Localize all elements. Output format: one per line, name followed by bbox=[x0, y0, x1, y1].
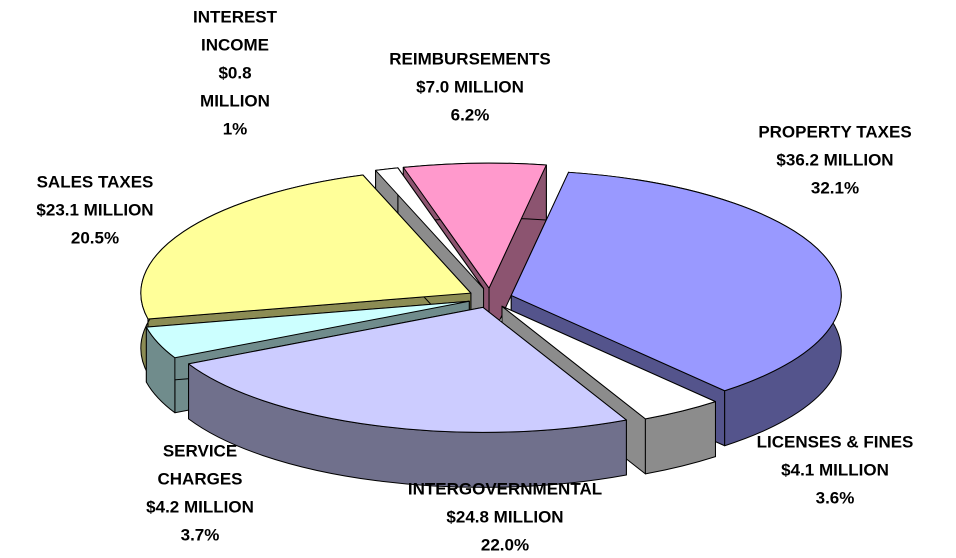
value-label: 20.5% bbox=[71, 228, 119, 247]
amount-label: MILLION bbox=[200, 91, 270, 110]
slice bbox=[188, 306, 627, 433]
slice bbox=[145, 300, 470, 359]
category-label: REIMBURSEMENTS bbox=[389, 49, 551, 68]
category-label: SALES TAXES bbox=[37, 172, 154, 191]
category-label: INTERGOVERNMENTAL bbox=[408, 479, 602, 498]
value-label: 22.0% bbox=[481, 535, 529, 554]
amount-label: $0.8 bbox=[218, 63, 251, 82]
slice bbox=[188, 306, 627, 488]
value-label: 32.1% bbox=[811, 178, 859, 197]
value-label: 6.2% bbox=[451, 105, 490, 124]
amount-label: $23.1 MILLION bbox=[36, 200, 153, 219]
category-label: CHARGES bbox=[157, 469, 242, 488]
slice bbox=[375, 167, 485, 290]
amount-label: $4.1 MILLION bbox=[781, 460, 889, 479]
value-label: 1% bbox=[223, 119, 248, 138]
amount-label: $24.8 MILLION bbox=[446, 507, 563, 526]
category-label: PROPERTY TAXES bbox=[758, 122, 911, 141]
amount-label: $7.0 MILLION bbox=[416, 77, 524, 96]
slice bbox=[140, 174, 472, 320]
value-label: 3.6% bbox=[816, 488, 855, 507]
category-label: SERVICE bbox=[163, 441, 237, 460]
slice bbox=[501, 305, 716, 420]
category-label: INTEREST bbox=[193, 7, 278, 26]
slice bbox=[510, 171, 842, 392]
amount-label: $36.2 MILLION bbox=[776, 150, 893, 169]
slice bbox=[402, 162, 547, 289]
category-label: LICENSES & FINES bbox=[757, 432, 914, 451]
amount-label: $4.2 MILLION bbox=[146, 497, 254, 516]
value-label: 3.7% bbox=[181, 525, 220, 544]
category-label: INCOME bbox=[201, 35, 269, 54]
